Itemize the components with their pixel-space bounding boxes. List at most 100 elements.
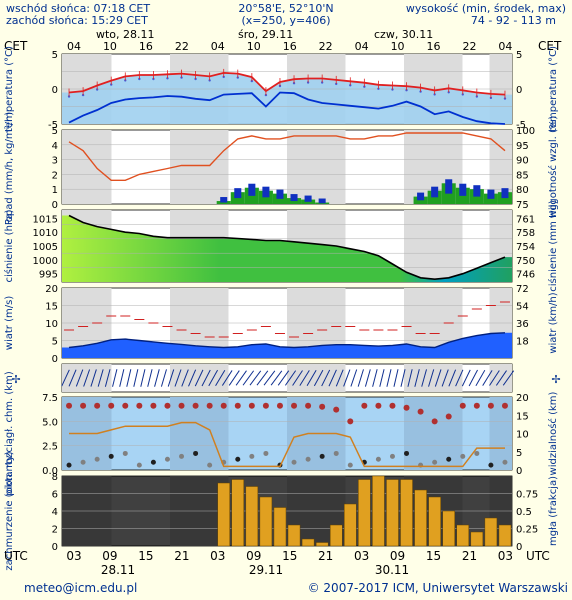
wind-line <box>68 332 506 349</box>
elevation-label: wysokość (min, środek, max) <box>406 2 566 15</box>
cloud-cover-bar <box>344 503 357 547</box>
temperature-point <box>222 75 225 79</box>
footer-email-link[interactable]: meteo@icm.edu.pl <box>24 581 137 595</box>
wind-arrow <box>461 369 471 387</box>
night-band <box>62 130 112 204</box>
precip-snow-bar <box>220 197 228 203</box>
cloud-top-point <box>206 402 213 409</box>
wind-arrow <box>350 369 358 387</box>
wind-arrow <box>201 369 211 387</box>
y-tick-label: 0 <box>52 354 58 365</box>
top-hour-label: 04 <box>211 40 225 53</box>
wind-arrow <box>284 370 297 386</box>
bottom-hour-label: 15 <box>138 549 153 563</box>
cloud-cover-bar <box>484 517 498 547</box>
wind-arrow <box>306 369 317 387</box>
wind-arrow <box>475 369 486 387</box>
cloud-cover-bar <box>231 479 245 547</box>
cloud-cover-bar <box>442 510 455 547</box>
cloud-top-point <box>333 406 340 413</box>
cloud-base-point <box>122 450 128 456</box>
cloud-base-point <box>263 450 269 456</box>
wind-arrow <box>502 370 515 386</box>
cloud-top-point <box>431 418 438 425</box>
wind-arrow <box>75 369 84 387</box>
temperature-point <box>335 82 338 86</box>
dewpoint-line <box>68 91 506 125</box>
wind-arrow <box>126 369 132 387</box>
y-tick-label-right: 75 <box>516 200 529 211</box>
top-hour-label: 22 <box>319 40 333 53</box>
wind-arrow <box>400 369 406 387</box>
wind-arrow <box>414 369 420 387</box>
night-band <box>404 364 463 392</box>
night-band <box>404 397 463 470</box>
precip-snow-bar <box>262 186 270 198</box>
cloud-base-point <box>488 462 494 468</box>
cloud-top-point <box>192 402 199 409</box>
temperature-point <box>81 93 85 97</box>
temperature-fill <box>62 72 512 124</box>
wind-arrow <box>61 369 70 387</box>
bottom-date-label: 29.11 <box>249 563 283 577</box>
y-tick-label: 6 <box>52 490 58 501</box>
y-tick-label-right: 95 <box>516 141 529 152</box>
y-tick-label: 5 <box>52 337 58 348</box>
cloud-top-point <box>234 402 241 409</box>
top-hour-label: 04 <box>67 40 81 53</box>
cloud-cover-bar <box>372 475 385 547</box>
precip-snow-bar <box>445 179 453 194</box>
temperature-panel: 5 0 -5 5 0 -5 temperatura (°C) temperatura (°C) <box>4 46 559 132</box>
fog-ylabel-right: mgła (frakcja) <box>548 476 559 546</box>
y-tick-label: 4 <box>52 507 58 518</box>
temperature-point <box>236 76 239 79</box>
wind-panel: 20 15 10 5 0 72 54 36 18 wiatr (m/s) wiatr (km/h) <box>4 284 559 365</box>
cloud-base-point <box>474 450 480 456</box>
wind-arrow <box>112 369 118 387</box>
y-tick-label: 0.0 <box>42 466 58 477</box>
night-band <box>170 130 229 204</box>
cloud-base-point <box>193 450 199 456</box>
precip-snow-bar <box>318 198 326 204</box>
wind-fill <box>62 332 512 358</box>
y-tick-label-right: 36 <box>516 319 529 330</box>
y-tick-label-right: 20 <box>516 393 529 404</box>
y-tick-label-right: 0 <box>516 85 522 96</box>
y-tick-label-right: 0.5 <box>516 507 532 518</box>
cloud-top-point <box>305 402 312 409</box>
night-band <box>404 210 463 282</box>
cloud-top-point <box>417 408 424 415</box>
sunrise-text: wschód słońca: 07:18 CET <box>6 2 150 15</box>
bottom-hour-label: 21 <box>462 549 477 563</box>
y-tick-label: 0 <box>52 200 58 211</box>
temperature-point <box>180 76 183 79</box>
precip-snow-bar <box>431 186 439 198</box>
pressure-ylabel-left: ciśnienie (hPa) <box>3 209 15 282</box>
wind-arrow <box>228 370 240 386</box>
bottom-axis-tz-right: UTC <box>526 549 550 563</box>
bottom-axis-dates: 28.11 29.11 30.11 <box>101 563 409 577</box>
y-tick-label: 1015 <box>33 214 58 225</box>
wind-arrow <box>379 369 385 387</box>
top-hour-label: 16 <box>283 40 297 53</box>
wind-arrow <box>194 369 204 387</box>
cloud-top-point <box>319 403 326 410</box>
temperature-ylabel-right: temperatura (°C) <box>548 46 559 132</box>
bottom-axis-tz-left: UTC <box>4 549 28 563</box>
y-tick-label-right: 0.75 <box>516 490 538 501</box>
cloud-base-point <box>460 453 466 459</box>
temperature-point <box>433 93 436 96</box>
y-tick-label: -5 <box>48 120 58 131</box>
wind-arrow <box>215 370 226 386</box>
wind-arrow <box>393 369 399 387</box>
y-tick-label-right: 0 <box>516 542 522 553</box>
bottom-hour-label: 03 <box>66 549 81 563</box>
top-hour-label: 22 <box>175 40 189 53</box>
top-axis-days: wto, 28.11 śro, 29.11 czw, 30.11 <box>96 28 433 41</box>
wind-arrow <box>468 369 478 387</box>
cloud-top-point <box>375 402 382 409</box>
wind-arrow <box>167 369 175 387</box>
wind-arrow <box>299 370 310 386</box>
wind-arrow <box>154 369 160 387</box>
